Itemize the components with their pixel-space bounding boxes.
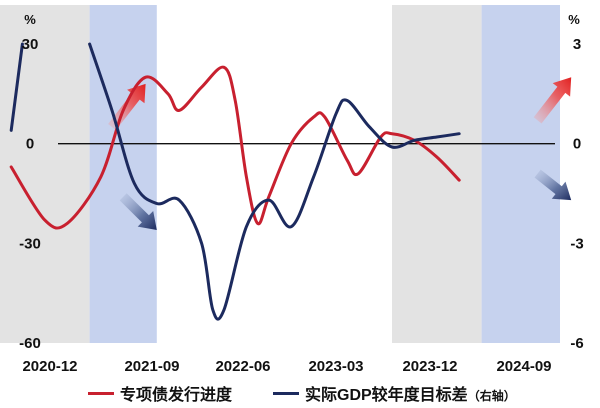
right-axis-unit: %	[568, 12, 580, 27]
legend-swatch-navy	[273, 391, 299, 395]
legend-item-special-bond-progress: 专项债发行进度	[88, 381, 232, 405]
left-axis-tick-4: -60	[19, 335, 41, 352]
legend: 专项债发行进度 实际GDP较年度目标差（右轴）	[0, 381, 600, 405]
series-line-gdp-gap-1	[9, 42, 24, 132]
shaded-periods	[0, 5, 560, 343]
legend-label-special-bond-progress: 专项债发行进度	[120, 387, 233, 404]
legend-swatch-red	[88, 391, 114, 395]
series-lines	[9, 42, 461, 321]
series-line-special-bond-progress	[9, 65, 461, 230]
x-axis-tick-6: 2024-09	[496, 358, 551, 375]
right-axis: % 3 0 -3 -6	[568, 12, 583, 352]
x-axis-tick-4: 2023-03	[308, 358, 363, 375]
right-axis-tick-2: 0	[573, 136, 581, 153]
legend-item-gdp-gap: 实际GDP较年度目标差（右轴）	[273, 381, 516, 405]
x-axis-tick-2: 2021-09	[124, 358, 179, 375]
x-axis-tick-1: 2020-12	[22, 358, 77, 375]
shaded-period-1	[0, 5, 90, 343]
left-axis: % 30 0 -30 -60	[19, 12, 41, 352]
left-axis-unit: %	[24, 12, 36, 27]
down-arrow-4	[534, 169, 572, 201]
down-arrow-2	[119, 193, 157, 230]
trend-arrows	[108, 77, 572, 230]
legend-label-gdp-gap-suffix: （右轴）	[467, 389, 516, 403]
series-line-gdp-gap-2	[88, 42, 461, 321]
legend-label-gdp-gap-main: 实际GDP较年度目标差	[305, 387, 468, 404]
x-axis-tick-5: 2023-12	[402, 358, 457, 375]
left-axis-tick-3: -30	[19, 235, 41, 252]
shaded-period-2	[89, 5, 157, 343]
x-axis-tick-3: 2022-06	[215, 358, 270, 375]
shaded-period-3	[392, 5, 482, 343]
x-axis: 2020-12 2021-09 2022-06 2023-03 2023-12 2024-…	[22, 358, 551, 375]
up-arrow-1	[108, 83, 146, 131]
right-axis-tick-1: 3	[573, 36, 581, 53]
left-axis-tick-1: 30	[22, 36, 39, 53]
right-axis-tick-3: -3	[570, 235, 583, 252]
right-axis-tick-4: -6	[570, 335, 583, 352]
up-arrow-3	[533, 77, 572, 124]
left-axis-tick-2: 0	[26, 136, 34, 153]
shaded-period-4	[481, 5, 560, 343]
legend-label-gdp-gap: 实际GDP较年度目标差（右轴）	[305, 381, 516, 405]
